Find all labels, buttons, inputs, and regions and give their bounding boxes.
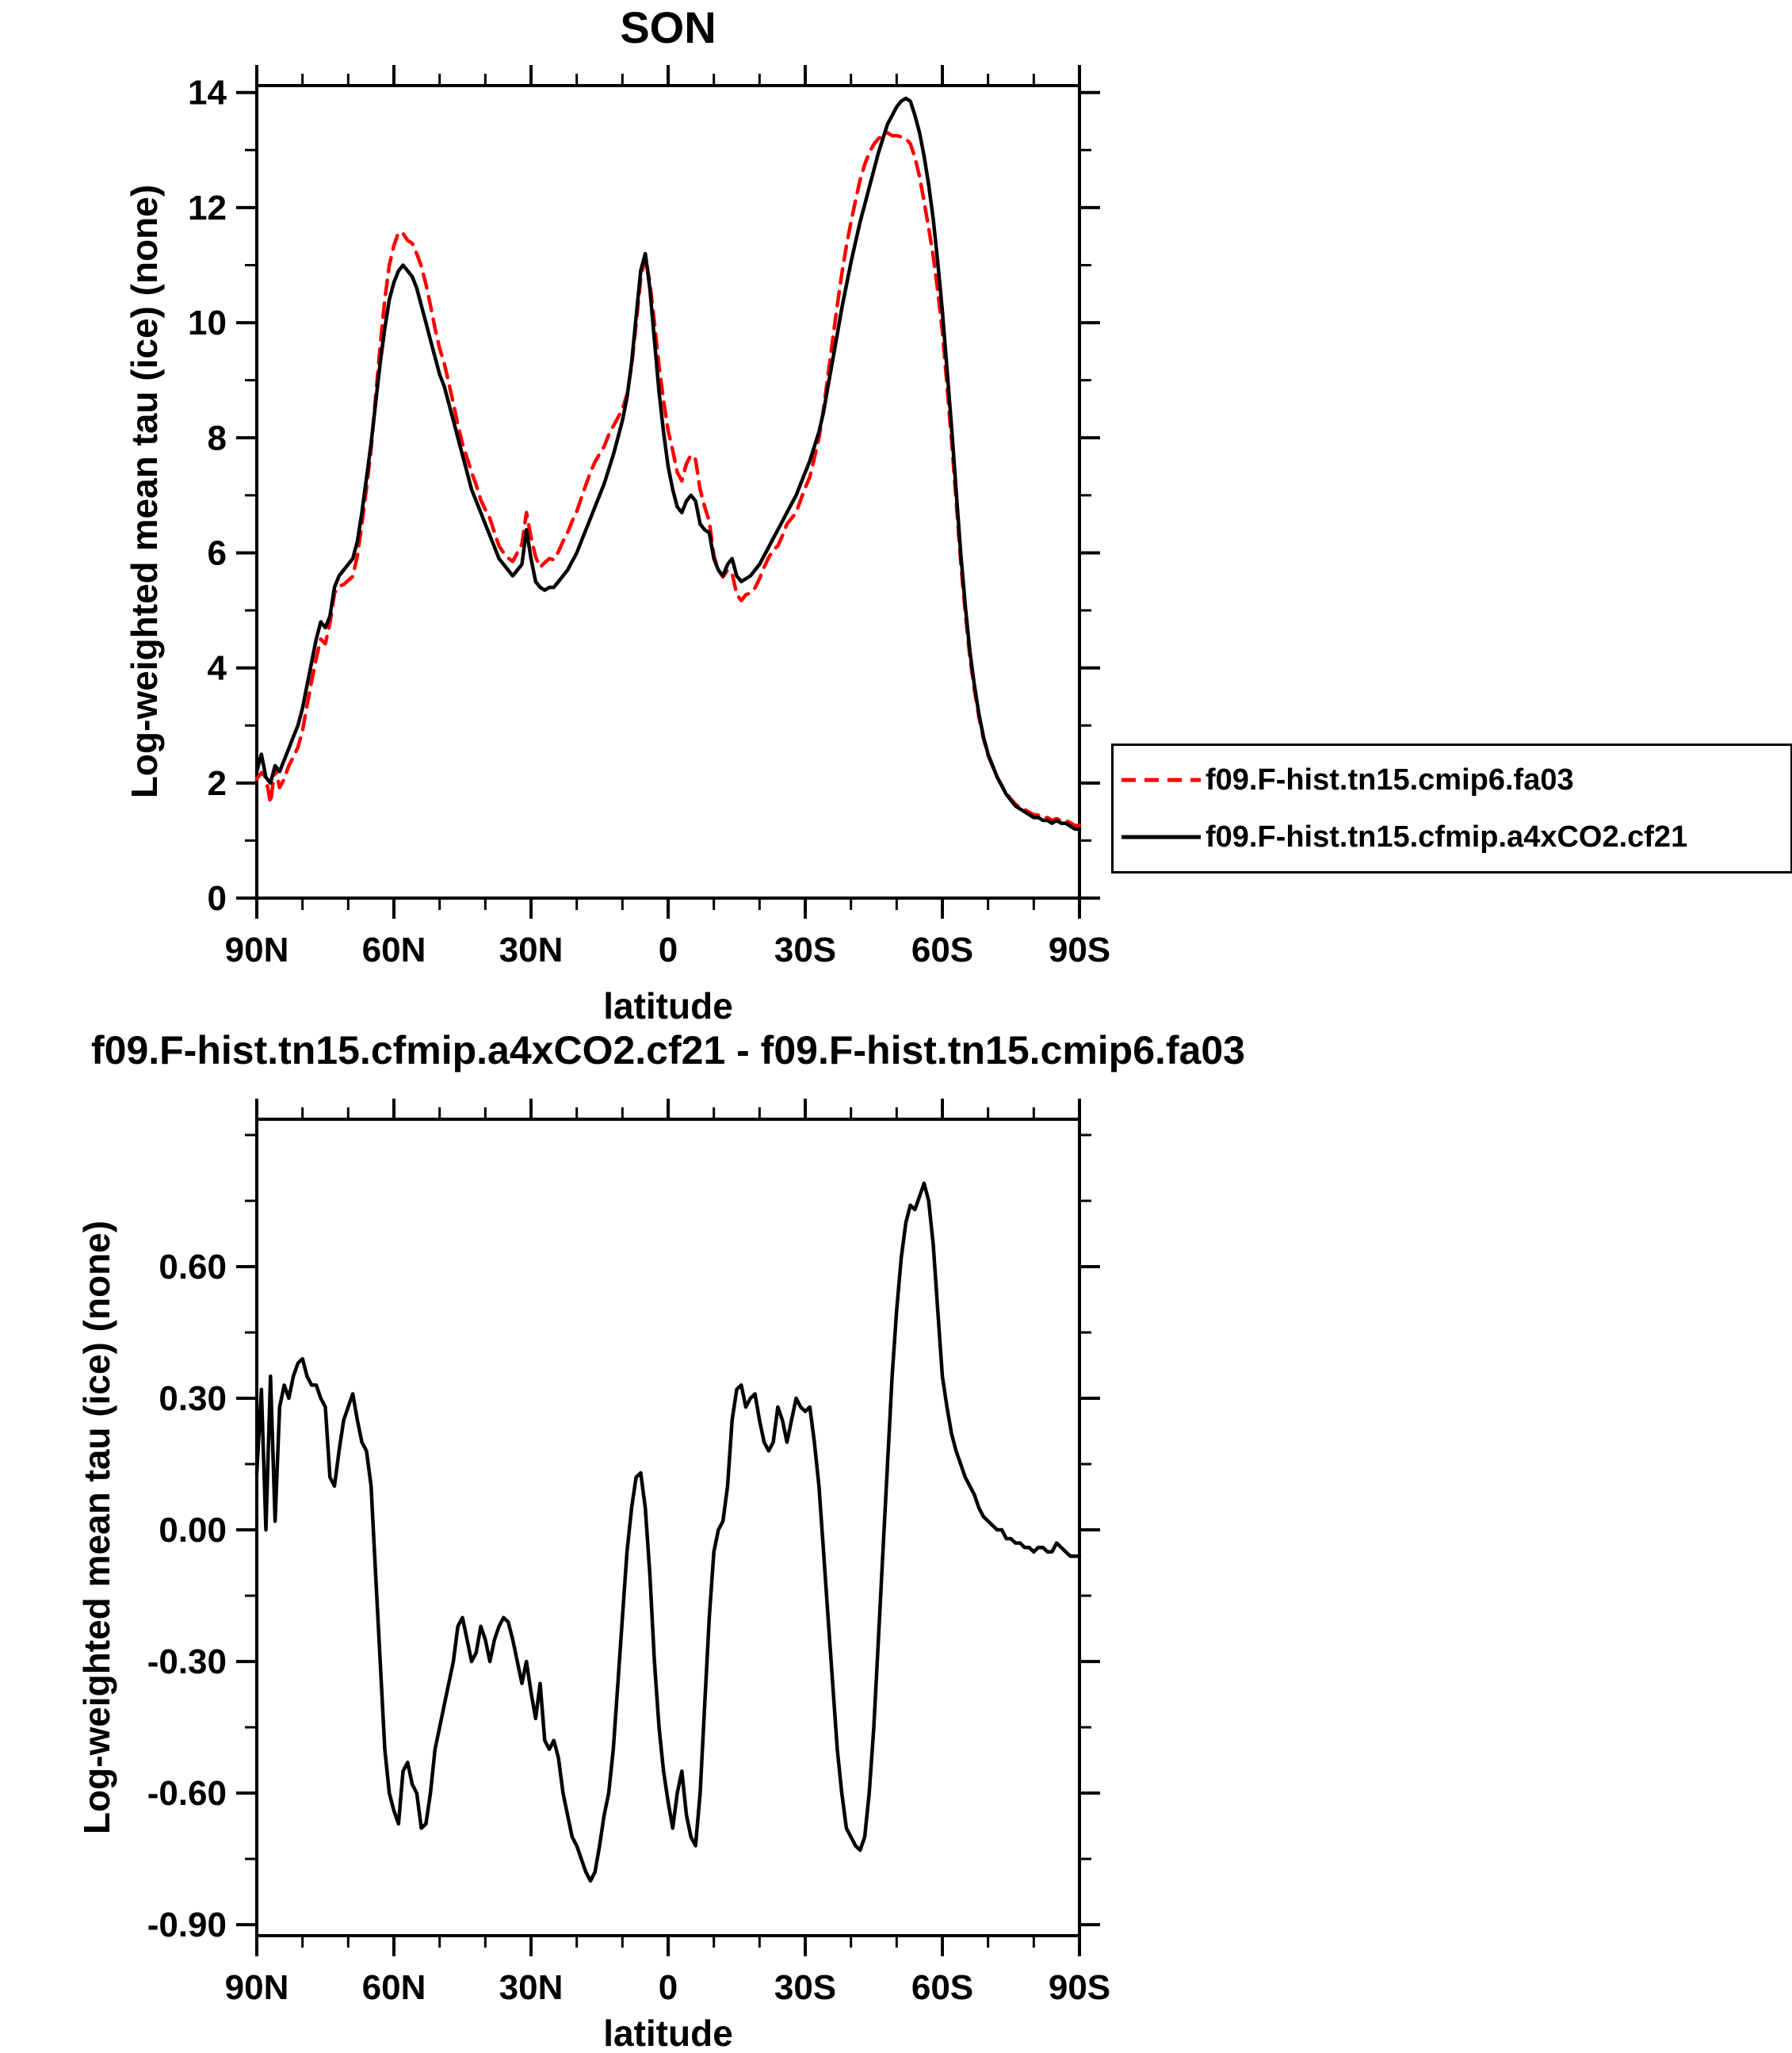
x-tick-label: 90S (1049, 931, 1110, 969)
legend: f09.F-hist.tn15.cmip6.fa03 f09.F-hist.tn… (1111, 744, 1792, 874)
bottom-chart-title: f09.F-hist.tn15.cfmip.a4xCO2.cf21 - f09.… (90, 1028, 1245, 1072)
x-tick-label: 30S (774, 1968, 836, 2007)
y-tick-label: -0.90 (147, 1906, 227, 1944)
top-chart-ylabel: Log-weighted mean tau (ice) (none) (124, 184, 165, 799)
y-tick-label: 14 (188, 74, 227, 113)
y-tick-label: 0.00 (159, 1511, 227, 1550)
legend-dashed-line-icon (1121, 778, 1201, 782)
plot-frame (255, 1118, 1081, 1937)
bottom-chart-xlabel: latitude (603, 2013, 733, 2053)
legend-label-cmip6: f09.F-hist.tn15.cmip6.fa03 (1205, 763, 1574, 797)
x-tick-label: 0 (659, 1968, 678, 2007)
x-tick-label: 30N (499, 1968, 564, 2007)
x-tick-label: 90N (225, 931, 289, 969)
legend-solid-line-icon (1121, 835, 1201, 839)
top-chart-title: SON (620, 2, 716, 52)
x-tick-label: 0 (659, 931, 678, 969)
y-tick-label: 4 (208, 649, 227, 688)
bottom-chart-ylabel: Log-weighted mean tau (ice) (none) (76, 1220, 117, 1835)
x-tick-label: 60N (362, 1968, 426, 2007)
y-tick-label: -0.60 (147, 1774, 227, 1813)
legend-entry-cfmip: f09.F-hist.tn15.cfmip.a4xCO2.cf21 (1114, 809, 1790, 866)
y-tick-label: 2 (208, 764, 227, 803)
series-line-0 (254, 1181, 1082, 1883)
x-tick-label: 30N (499, 931, 564, 969)
y-tick-label: 0 (208, 879, 227, 918)
y-tick-label: 6 (208, 533, 227, 572)
x-tick-label: 30S (774, 931, 836, 969)
legend-entry-cmip6: f09.F-hist.tn15.cmip6.fa03 (1114, 751, 1790, 809)
x-tick-label: 90S (1049, 1968, 1110, 2007)
x-tick-label: 90N (225, 1968, 289, 2007)
top-chart-xlabel: latitude (603, 985, 733, 1026)
chart-1: 90N 60N 30N 0 30S 60S 90S 0.60 0.30 0.00 -0.30 -0.6… (147, 1099, 1110, 2007)
y-tick-label: 10 (188, 304, 227, 342)
legend-label-cfmip: f09.F-hist.tn15.cfmip.a4xCO2.cf21 (1205, 820, 1688, 854)
x-tick-label: 60S (911, 931, 973, 969)
y-tick-label: 8 (208, 419, 227, 457)
x-tick-label: 60N (362, 931, 426, 969)
series-line-1 (254, 96, 1082, 832)
y-tick-label: -0.30 (147, 1642, 227, 1681)
x-tick-label: 60S (911, 1968, 973, 2007)
y-tick-label: 12 (188, 189, 227, 227)
y-tick-label: 0.30 (159, 1379, 227, 1418)
y-tick-label: 0.60 (159, 1248, 227, 1286)
chart-0: 90N 60N 30N 0 30S 60S 90S 0 2 4 6 8 10 12 14 (188, 65, 1110, 969)
